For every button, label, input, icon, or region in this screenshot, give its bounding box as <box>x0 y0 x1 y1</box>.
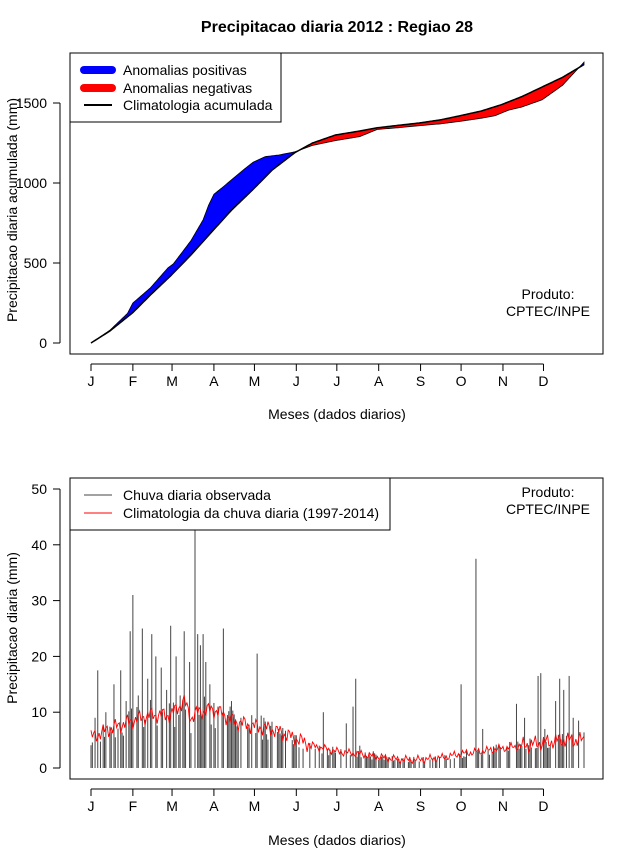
daily-y-axis: 0 10 20 30 40 50 <box>31 481 61 776</box>
daily-produto-label: Produto: <box>522 484 575 500</box>
x-tick-label: J <box>333 373 340 389</box>
daily-y-axis-label: Precipitacao diaria (mm) <box>4 552 20 704</box>
y-tick-label: 10 <box>31 704 47 720</box>
y-tick-label: 1000 <box>16 175 47 191</box>
x-tick-label: M <box>166 798 178 814</box>
y-tick-label: 30 <box>31 593 47 609</box>
y-tick-label: 20 <box>31 648 47 664</box>
daily-produto-source: CPTEC/INPE <box>506 501 590 517</box>
x-tick-label: J <box>293 373 300 389</box>
x-tick-label: S <box>416 798 425 814</box>
cumulative-legend: Anomalias positivas Anomalias negativas … <box>69 52 282 123</box>
daily-climatology-line <box>90 694 585 765</box>
daily-panel: J F M A M J J A S O N D 0 10 20 30 40 50 Meses (dados di… <box>4 477 604 848</box>
y-tick-label: 1500 <box>16 95 47 111</box>
x-tick-label: M <box>249 798 261 814</box>
x-tick-label: N <box>498 373 508 389</box>
cumulative-y-axis: 0 500 1000 1500 <box>16 95 61 351</box>
y-tick-label: 0 <box>39 335 47 351</box>
negative-anomaly-area <box>299 65 581 151</box>
y-tick-label: 40 <box>31 537 47 553</box>
x-tick-label: M <box>249 373 261 389</box>
legend-observed-label: Chuva diaria observada <box>123 487 271 503</box>
cumulative-produto-source: CPTEC/INPE <box>506 303 590 319</box>
x-tick-label: J <box>88 373 95 389</box>
x-tick-label: A <box>374 373 384 389</box>
daily-climatology <box>90 694 585 765</box>
x-tick-label: N <box>498 798 508 814</box>
legend-positive-label: Anomalias positivas <box>123 62 247 78</box>
cumulative-shapes <box>90 61 585 344</box>
cumulative-y-axis-label: Precipitacao diaria acumulada (mm) <box>4 98 20 322</box>
daily-legend-box <box>69 477 391 531</box>
y-tick-label: 50 <box>31 481 47 497</box>
x-tick-label: A <box>209 798 219 814</box>
x-tick-label: F <box>129 373 138 389</box>
x-tick-label: A <box>374 798 384 814</box>
daily-bars <box>90 528 585 768</box>
climatology-cumulative-line <box>90 63 585 344</box>
x-tick-label: D <box>538 798 548 814</box>
x-tick-label: D <box>538 373 548 389</box>
daily-legend: Chuva diaria observada Climatologia da c… <box>69 477 391 531</box>
x-tick-label: J <box>333 798 340 814</box>
x-tick-label: S <box>416 373 425 389</box>
y-tick-label: 0 <box>39 760 47 776</box>
cumulative-produto-label: Produto: <box>522 286 575 302</box>
legend-daily-climatology-label: Climatologia da chuva diaria (1997-2014) <box>123 505 379 521</box>
x-tick-label: O <box>456 373 467 389</box>
x-tick-label: J <box>88 798 95 814</box>
x-tick-label: J <box>293 798 300 814</box>
x-tick-label: F <box>129 798 138 814</box>
figure-title: Precipitacao diaria 2012 : Regiao 28 <box>201 19 473 36</box>
y-tick-label: 500 <box>24 255 48 271</box>
cumulative-plot-frame <box>69 52 604 355</box>
x-tick-label: O <box>456 798 467 814</box>
daily-x-axis-label: Meses (dados diarios) <box>268 832 406 848</box>
legend-negative-label: Anomalias negativas <box>123 80 252 96</box>
legend-climatology-label: Climatologia acumulada <box>123 97 273 113</box>
positive-anomaly-area <box>90 148 301 344</box>
x-tick-label: M <box>166 373 178 389</box>
x-tick-label: A <box>209 373 219 389</box>
cumulative-x-axis-label: Meses (dados diarios) <box>268 406 406 422</box>
cumulative-panel: J F M A M J J A S O N D 0 500 1000 1500 Meses (dados d… <box>4 52 604 422</box>
